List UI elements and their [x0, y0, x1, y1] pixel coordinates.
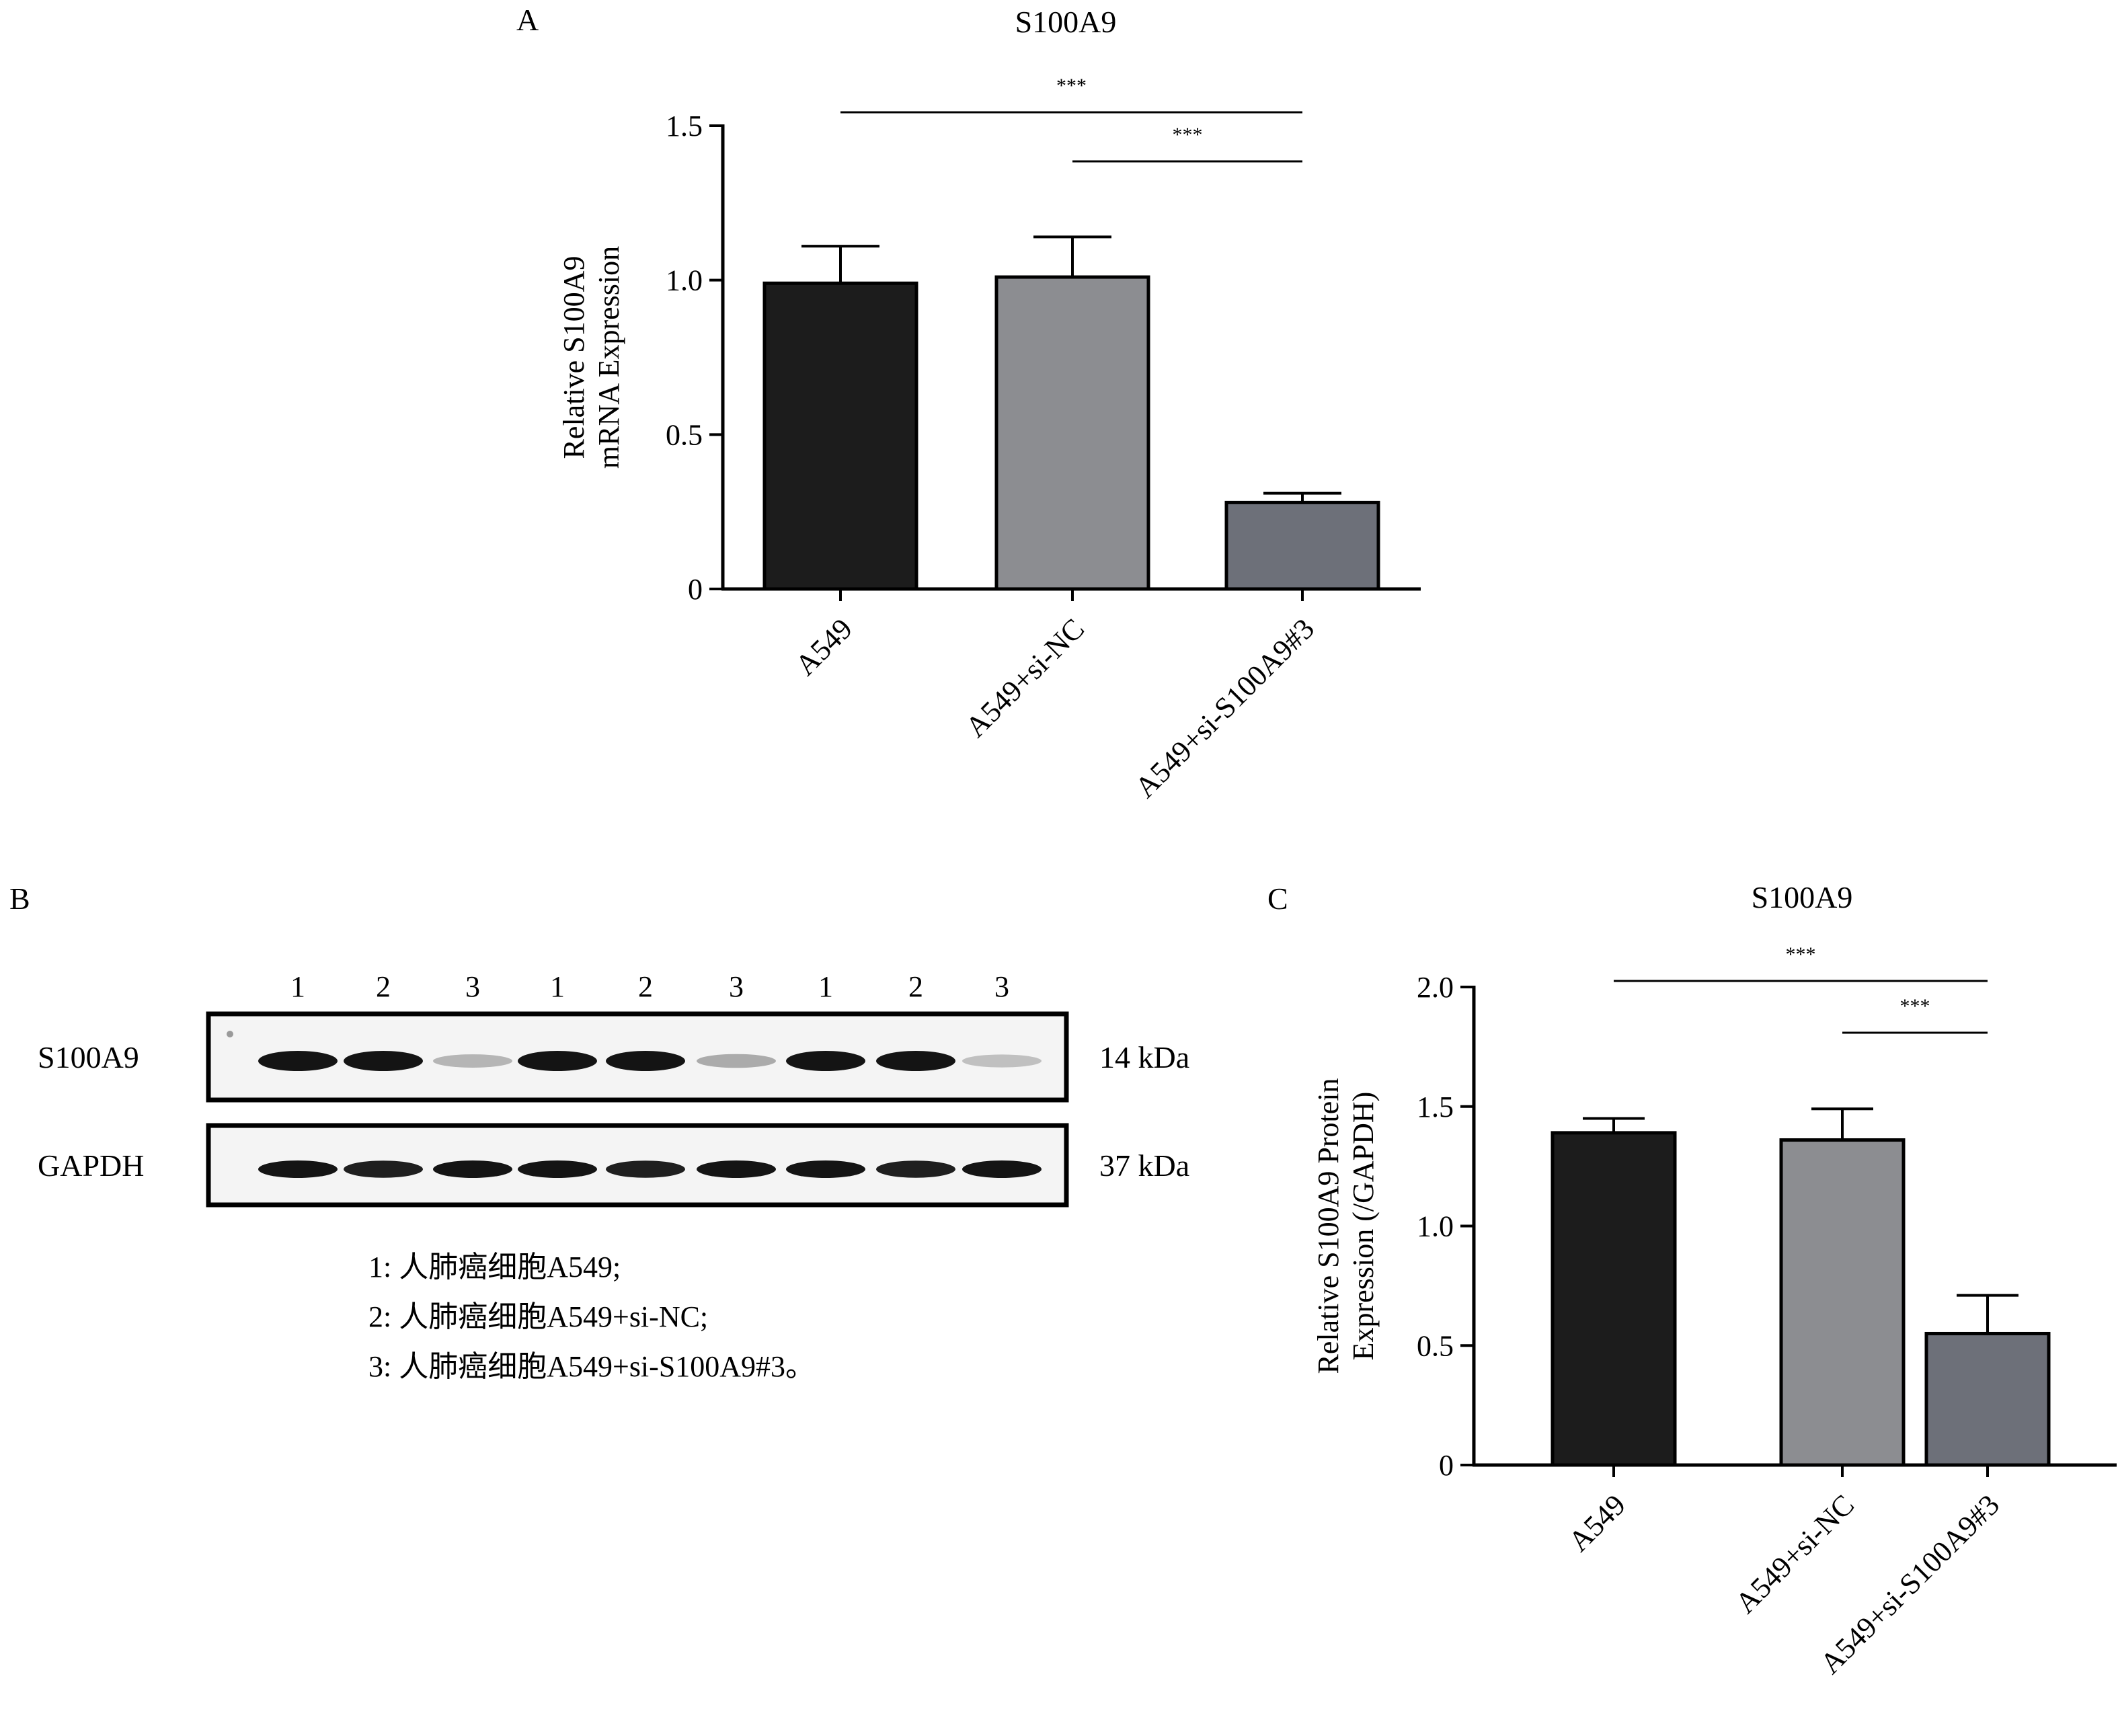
blot-band [344, 1051, 423, 1071]
panel-letter-a: A [516, 3, 539, 37]
lane-label: 2 [908, 970, 923, 1003]
panel-letter-b: B [9, 881, 30, 916]
lane-label: 3 [729, 970, 744, 1003]
y-tick-label: 0 [1439, 1449, 1454, 1482]
blot-band [258, 1051, 338, 1071]
lane-label: 2 [638, 970, 653, 1003]
significance-label: *** [1173, 124, 1203, 146]
bar-A549 [762, 281, 918, 591]
y-axis-label-line-2: Expression (/GAPDH) [1347, 1092, 1380, 1361]
y-tick-label: 0 [688, 573, 703, 606]
y-tick-label: 1.0 [1417, 1210, 1454, 1243]
y-axis-label-line-1: Relative S100A9 [557, 256, 590, 459]
blot-band [876, 1051, 955, 1071]
x-tick-label: A549+si-NC [959, 612, 1091, 744]
bar-A549+si-S100A9#3 [1924, 1331, 2051, 1467]
y-tick-label: 1.0 [666, 264, 703, 297]
bar-A549+si-S100A9#3 [1224, 500, 1380, 591]
blot-band [518, 1160, 597, 1178]
chart-title: S100A9 [1015, 5, 1117, 39]
bar-A549+si-NC [1779, 1138, 1906, 1467]
blot-band [697, 1160, 776, 1178]
blot-size-label: 37 kDa [1099, 1148, 1189, 1183]
legend-line-2: 2: 人肺癌细胞A549+si-NC; [368, 1300, 709, 1333]
chart-title: S100A9 [1752, 880, 1853, 914]
blot-band [876, 1160, 955, 1178]
blot-legend: 1: 人肺癌细胞A549; 2: 人肺癌细胞A549+si-NC; 3: 人肺癌… [368, 1242, 815, 1392]
blot-band [786, 1160, 865, 1178]
y-tick-label: 1.5 [1417, 1091, 1454, 1123]
bar-A549 [1551, 1131, 1677, 1467]
blot-band [344, 1160, 423, 1178]
x-tick-label: A549 [789, 612, 859, 682]
y-axis-label-line-2: mRNA Expression [592, 246, 625, 469]
bar-A549+si-NC [994, 275, 1150, 591]
lane-label: 1 [818, 970, 833, 1003]
blot-band [433, 1054, 512, 1068]
legend-line-3: 3: 人肺癌细胞A549+si-S100A9#3。 [368, 1350, 816, 1383]
blot-row-label: S100A9 [38, 1040, 139, 1074]
x-tick-label: A549 [1562, 1488, 1632, 1558]
panel-letter-c: C [1267, 881, 1288, 916]
y-tick-label: 0.5 [1417, 1329, 1454, 1362]
blot-band [518, 1051, 597, 1071]
x-tick-label: A549+si-NC [1729, 1488, 1860, 1620]
y-tick-label: 1.5 [666, 110, 703, 143]
y-tick-label: 2.0 [1417, 971, 1454, 1004]
blot-band [786, 1051, 865, 1071]
lane-label: 1 [290, 970, 305, 1003]
lane-label: 1 [550, 970, 565, 1003]
blot-row-label: GAPDH [38, 1148, 144, 1183]
blot-band [606, 1051, 685, 1071]
blot-band [697, 1054, 776, 1068]
lane-label: 2 [376, 970, 391, 1003]
lane-label: 3 [994, 970, 1009, 1003]
significance-label: *** [1900, 995, 1930, 1017]
blot-band [962, 1160, 1042, 1178]
y-axis-label-line-1: Relative S100A9 Protein [1312, 1078, 1345, 1374]
lane-label: 3 [465, 970, 480, 1003]
significance-label: *** [1786, 943, 1816, 965]
legend-line-1: 1: 人肺癌细胞A549; [368, 1251, 621, 1284]
blot-band [962, 1054, 1042, 1068]
blot-band [433, 1160, 512, 1178]
y-tick-label: 0.5 [666, 418, 703, 451]
blot-artifact [227, 1031, 233, 1037]
blot-size-label: 14 kDa [1099, 1040, 1189, 1074]
significance-label: *** [1056, 75, 1087, 97]
blot-band [606, 1160, 685, 1178]
x-tick-label: A549+si-S100A9#3 [1129, 612, 1321, 804]
blot-band [258, 1160, 338, 1178]
